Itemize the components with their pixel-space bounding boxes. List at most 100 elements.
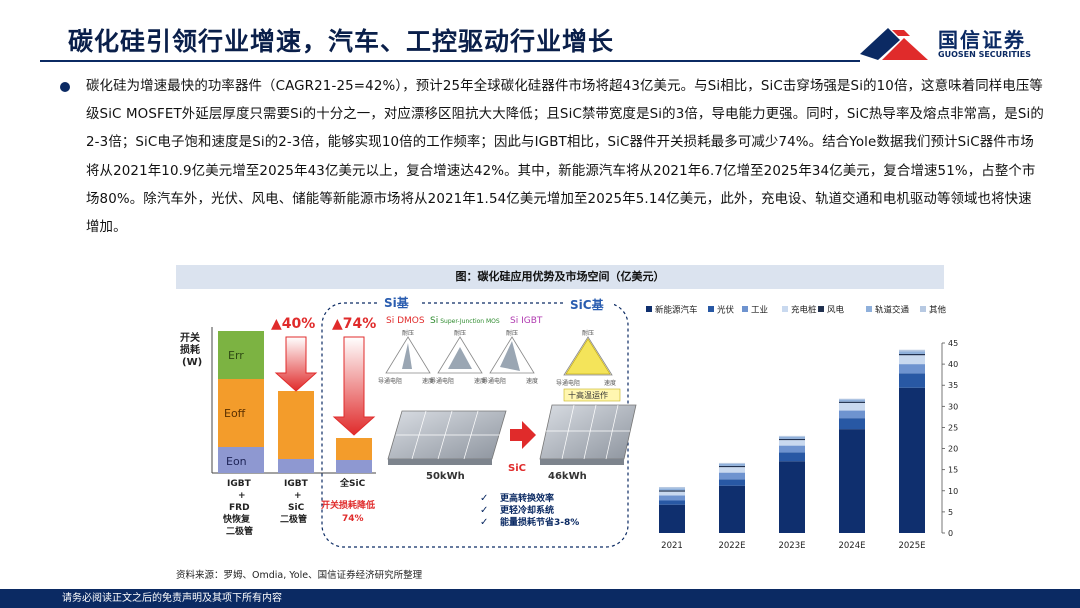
si-base-label: Si基: [384, 295, 410, 310]
bar1-label-4: 快恢复: [223, 513, 251, 525]
footer-bar: 请务必阅读正文之后的免责声明及其项下所有内容: [0, 589, 1080, 608]
radar-si-igbt: 耐压 导通电阻 速度: [482, 329, 538, 385]
y-tick-label: 45: [948, 339, 958, 348]
bar-segment: [839, 398, 865, 400]
sic-tag-label: SiC: [508, 463, 526, 474]
sic-base-label: SiC基: [570, 297, 605, 312]
legend-swatch: [742, 306, 748, 312]
legend-swatch: [782, 306, 788, 312]
battery-pack-50kwh: [387, 410, 507, 465]
figure-title-bar: 图：碳化硅应用优势及市场空间（亿美元）: [176, 265, 944, 289]
y-tick-label: 40: [948, 360, 958, 369]
y-tick-label: 10: [948, 487, 958, 496]
bar-segment: [779, 452, 805, 462]
bar-segment: [659, 500, 685, 505]
bar-segment: [659, 490, 685, 492]
pct-74-label: ▲74%: [332, 316, 376, 332]
legend-swatch: [646, 306, 652, 312]
bar-segment: [839, 429, 865, 533]
radar3-top: 耐压: [506, 329, 518, 337]
bullet-icon: [60, 82, 70, 92]
y-tick-label: 35: [948, 381, 958, 390]
arrow-74-icon: [332, 336, 376, 436]
check-icon: ✓: [480, 505, 488, 516]
radar1-right: 速度: [422, 377, 434, 385]
si-base-tag: [378, 295, 422, 311]
figure-source: 资料来源：罗姆、Omdia, Yole、国信证券经济研究所整理: [176, 570, 423, 581]
logo-text-cn: 国信证券: [938, 28, 1026, 52]
loss-note: 开关损耗降低: [321, 499, 375, 511]
bar-segment: [839, 402, 865, 411]
arrow-40-icon: [274, 336, 318, 392]
radar4-left: 导通电阻: [556, 379, 580, 387]
bar-segment: [839, 418, 865, 430]
bar-segment: [719, 465, 745, 468]
y-tick-label: 30: [948, 402, 958, 411]
bar1-eon: [218, 447, 264, 473]
legend-label: 风电: [827, 305, 845, 316]
loss-axis-label-2: 损耗: [180, 343, 200, 356]
bar1-label-1: IGBT: [227, 479, 252, 489]
company-logo: 国信证券 GUOSEN SECURITIES: [858, 22, 1048, 66]
title-divider: [40, 60, 860, 62]
sic-advantage-illustration: 开关 损耗 (W) Err Eoff Eon ▲40% ▲74% IGBT + …: [180, 295, 637, 548]
page-title: 碳化硅引领行业增速，汽车、工控驱动行业增长: [68, 27, 615, 56]
seg-eoff-label: Eoff: [224, 407, 246, 420]
bar3-eon: [336, 460, 372, 473]
legend-label: 轨道交通: [875, 305, 910, 316]
bar2-eoff: [278, 391, 314, 459]
radar2-top: 耐压: [454, 329, 466, 337]
bar-segment: [719, 485, 745, 533]
body-paragraph: 碳化硅为增速最快的功率器件（CAGR21-25=42%），预计25年全球碳化硅器…: [86, 79, 1044, 236]
loss-axis-label-3: (W): [182, 357, 202, 368]
bar-segment: [899, 364, 925, 374]
bar-segment: [899, 353, 925, 356]
legend-swatch: [818, 306, 824, 312]
bar-segment: [779, 461, 805, 533]
si-dmos-label: Si DMOS: [386, 316, 425, 326]
si-igbt-label: Si IGBT: [510, 316, 543, 326]
kwh-50-label: 50kWh: [426, 471, 465, 482]
bar2-label-3: SiC: [288, 503, 305, 513]
bar-segment: [719, 479, 745, 486]
pct-40-label: ▲40%: [271, 316, 315, 332]
x-tick-label: 2023E: [778, 541, 805, 551]
high-temp-box: [563, 388, 621, 402]
logo-text-en: GUOSEN SECURITIES: [938, 50, 1031, 59]
bar-segment: [659, 491, 685, 496]
x-tick-label: 2021: [661, 541, 683, 551]
bar-segment: [839, 410, 865, 419]
bar-segment: [719, 467, 745, 473]
bar-segment: [659, 495, 685, 501]
legend-label: 光伏: [717, 305, 735, 316]
y-tick-label: 25: [948, 423, 958, 432]
guosen-logo-icon: [860, 28, 928, 60]
bar2-label-2: +: [294, 491, 302, 501]
bar-segment: [659, 504, 685, 533]
bar1-eoff: [218, 379, 264, 447]
bar-segment: [899, 387, 925, 533]
bar2-label-4: 二极管: [280, 513, 307, 525]
bar1-label-2: +: [238, 491, 246, 501]
footer-disclaimer: 请务必阅读正文之后的免责声明及其项下所有内容: [62, 593, 282, 604]
sic-base-tag: [566, 297, 614, 313]
radar4-top: 耐压: [582, 329, 594, 337]
seg-eon-label: Eon: [226, 455, 247, 468]
bar-segment: [719, 462, 745, 464]
bar-segment: [899, 351, 925, 354]
radar-si-dmos: 耐压 导通电阻 速度: [378, 329, 434, 385]
legend-swatch: [920, 306, 926, 312]
sic-market-chart: 新能源汽车 光伏 工业 充电桩 风电 轨道交通 其他 0 5 10 15 20 25 30 35 40 45 20…: [646, 305, 958, 551]
y-tick-label: 5: [948, 508, 953, 517]
bar-segment: [899, 349, 925, 352]
benefit-3: 能量损耗节省3-8%: [500, 516, 579, 528]
bar3-eoff: [336, 438, 372, 460]
loss-pct: 74%: [342, 514, 364, 524]
y-tick-label: 20: [948, 445, 958, 454]
radar4-right: 速度: [604, 379, 616, 387]
battery-pack-46kwh: [539, 404, 637, 465]
x-tick-label: 2025E: [898, 541, 925, 551]
bar-segment: [659, 488, 685, 491]
check-icon: ✓: [480, 517, 488, 528]
bar-segment: [899, 355, 925, 365]
